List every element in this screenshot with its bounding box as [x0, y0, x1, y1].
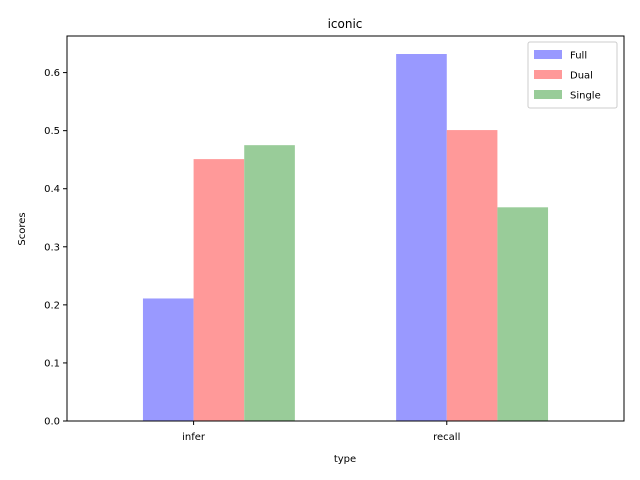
x-tick-label: infer: [182, 432, 206, 443]
plot-frame: [66, 35, 625, 422]
bar-full-infer: [142, 298, 194, 421]
y-axis-label: Scores: [17, 212, 28, 245]
bar-dual-infer: [193, 159, 245, 421]
y-tick-label: 0.4: [44, 184, 60, 195]
legend-label-dual: Dual: [570, 71, 593, 82]
legend-swatch-single: [534, 90, 562, 99]
bar-full-recall: [396, 54, 447, 422]
x-tick-label: recall: [433, 432, 460, 443]
x-axis: infer recall: [182, 421, 460, 443]
legend-swatch-full: [534, 50, 562, 59]
x-axis-label: type: [334, 454, 356, 465]
y-axis: 0.0 0.1 0.2 0.3 0.4 0.5 0.6: [44, 68, 67, 428]
bar-single-infer: [244, 145, 295, 421]
bars-group: [142, 54, 549, 422]
legend-swatch-dual: [534, 70, 562, 79]
bar-single-recall: [497, 207, 549, 421]
legend-label-single: Single: [570, 91, 601, 102]
y-tick-label: 0.3: [44, 242, 60, 253]
y-tick-label: 0.5: [44, 126, 60, 137]
legend: Full Dual Single: [527, 41, 618, 109]
bar-dual-recall: [446, 130, 498, 422]
y-tick-label: 0.0: [44, 417, 60, 428]
chart-title: iconic: [328, 17, 363, 31]
y-tick-label: 0.1: [44, 358, 60, 369]
y-tick-label: 0.6: [44, 68, 60, 79]
y-tick-label: 0.2: [44, 300, 60, 311]
legend-label-full: Full: [570, 51, 587, 62]
